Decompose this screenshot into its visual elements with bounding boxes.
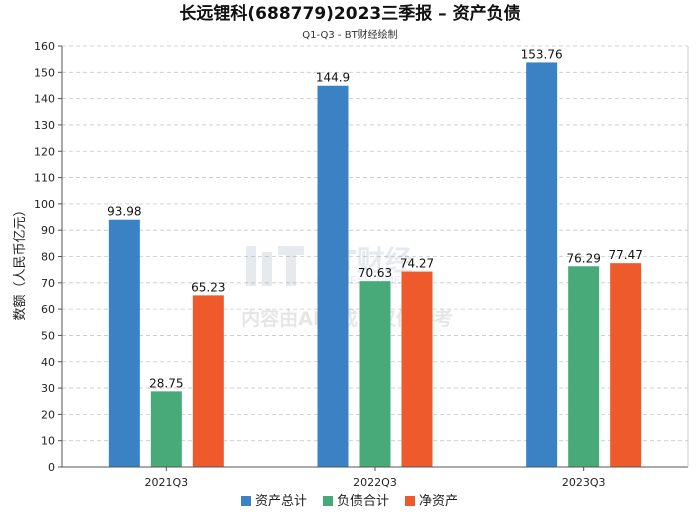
data-labels: 93.98 28.75 65.23 144.9 70.63 74.27 153.76 76.2… [107, 47, 643, 390]
data-label: 144.9 [316, 71, 350, 85]
bar-资产总计-2023Q3 [526, 62, 558, 467]
legend: 资产总计 负债合计 净资产 [241, 494, 458, 509]
legend-label: 资产总计 [255, 494, 307, 509]
data-label: 153.76 [521, 47, 563, 61]
y-tick-label: 80 [41, 251, 55, 264]
y-tick-label: 60 [41, 303, 55, 316]
chart-title: 长远锂科(688779)2023三季报 – 资产负债 [179, 3, 520, 24]
y-axis-label: 数额（人民币亿元） [13, 203, 28, 320]
data-label: 65.23 [191, 280, 225, 294]
y-tick-labels: 0 10 20 30 40 50 60 70 80 90 100 110 120 130 140 150 160 [34, 40, 55, 474]
bar-负债合计-2021Q3 [150, 391, 182, 467]
bar-净资产-2021Q3 [192, 295, 224, 467]
bar-资产总计-2021Q3 [108, 219, 140, 467]
legend-label: 负债合计 [337, 494, 389, 509]
watermark-logo-icon [246, 246, 304, 286]
y-tick-label: 40 [41, 356, 55, 369]
data-label: 74.27 [400, 257, 434, 271]
y-tick-label: 20 [41, 408, 55, 421]
y-tick-label: 10 [41, 435, 55, 448]
bar-资产总计-2022Q3 [317, 85, 349, 467]
x-tick-label: 2021Q3 [145, 476, 189, 489]
y-tick-label: 0 [48, 461, 55, 474]
legend-swatch-净资产 [405, 496, 415, 506]
data-label: 93.98 [107, 205, 141, 219]
bar-净资产-2023Q3 [610, 263, 642, 467]
y-tick-label: 110 [34, 172, 55, 185]
x-tick-labels: 2021Q3 2022Q3 2023Q3 [145, 476, 606, 489]
y-tick-label: 90 [41, 224, 55, 237]
axes [58, 45, 689, 471]
legend-swatch-负债合计 [323, 496, 333, 506]
y-tick-label: 30 [41, 382, 55, 395]
y-tick-label: 160 [34, 40, 55, 53]
x-tick-label: 2022Q3 [353, 476, 397, 489]
data-label: 76.29 [566, 251, 600, 265]
bars [108, 62, 642, 467]
y-tick-label: 150 [34, 66, 55, 79]
data-label: 70.63 [358, 266, 392, 280]
y-tick-label: 70 [41, 277, 55, 290]
x-tick-label: 2023Q3 [562, 476, 606, 489]
y-tick-label: 130 [34, 119, 55, 132]
legend-swatch-资产总计 [241, 496, 251, 506]
bar-负债合计-2022Q3 [359, 281, 391, 467]
bar-负债合计-2023Q3 [568, 266, 600, 467]
legend-label: 净资产 [419, 494, 458, 509]
bar-净资产-2022Q3 [401, 271, 433, 467]
data-label: 28.75 [149, 376, 183, 390]
y-tick-label: 140 [34, 93, 55, 106]
y-tick-label: 100 [34, 198, 55, 211]
y-tick-label: 120 [34, 145, 55, 158]
data-label: 77.47 [608, 248, 642, 262]
chart-subtitle: Q1-Q3 - BT财经绘制 [302, 28, 397, 41]
y-tick-label: 50 [41, 329, 55, 342]
